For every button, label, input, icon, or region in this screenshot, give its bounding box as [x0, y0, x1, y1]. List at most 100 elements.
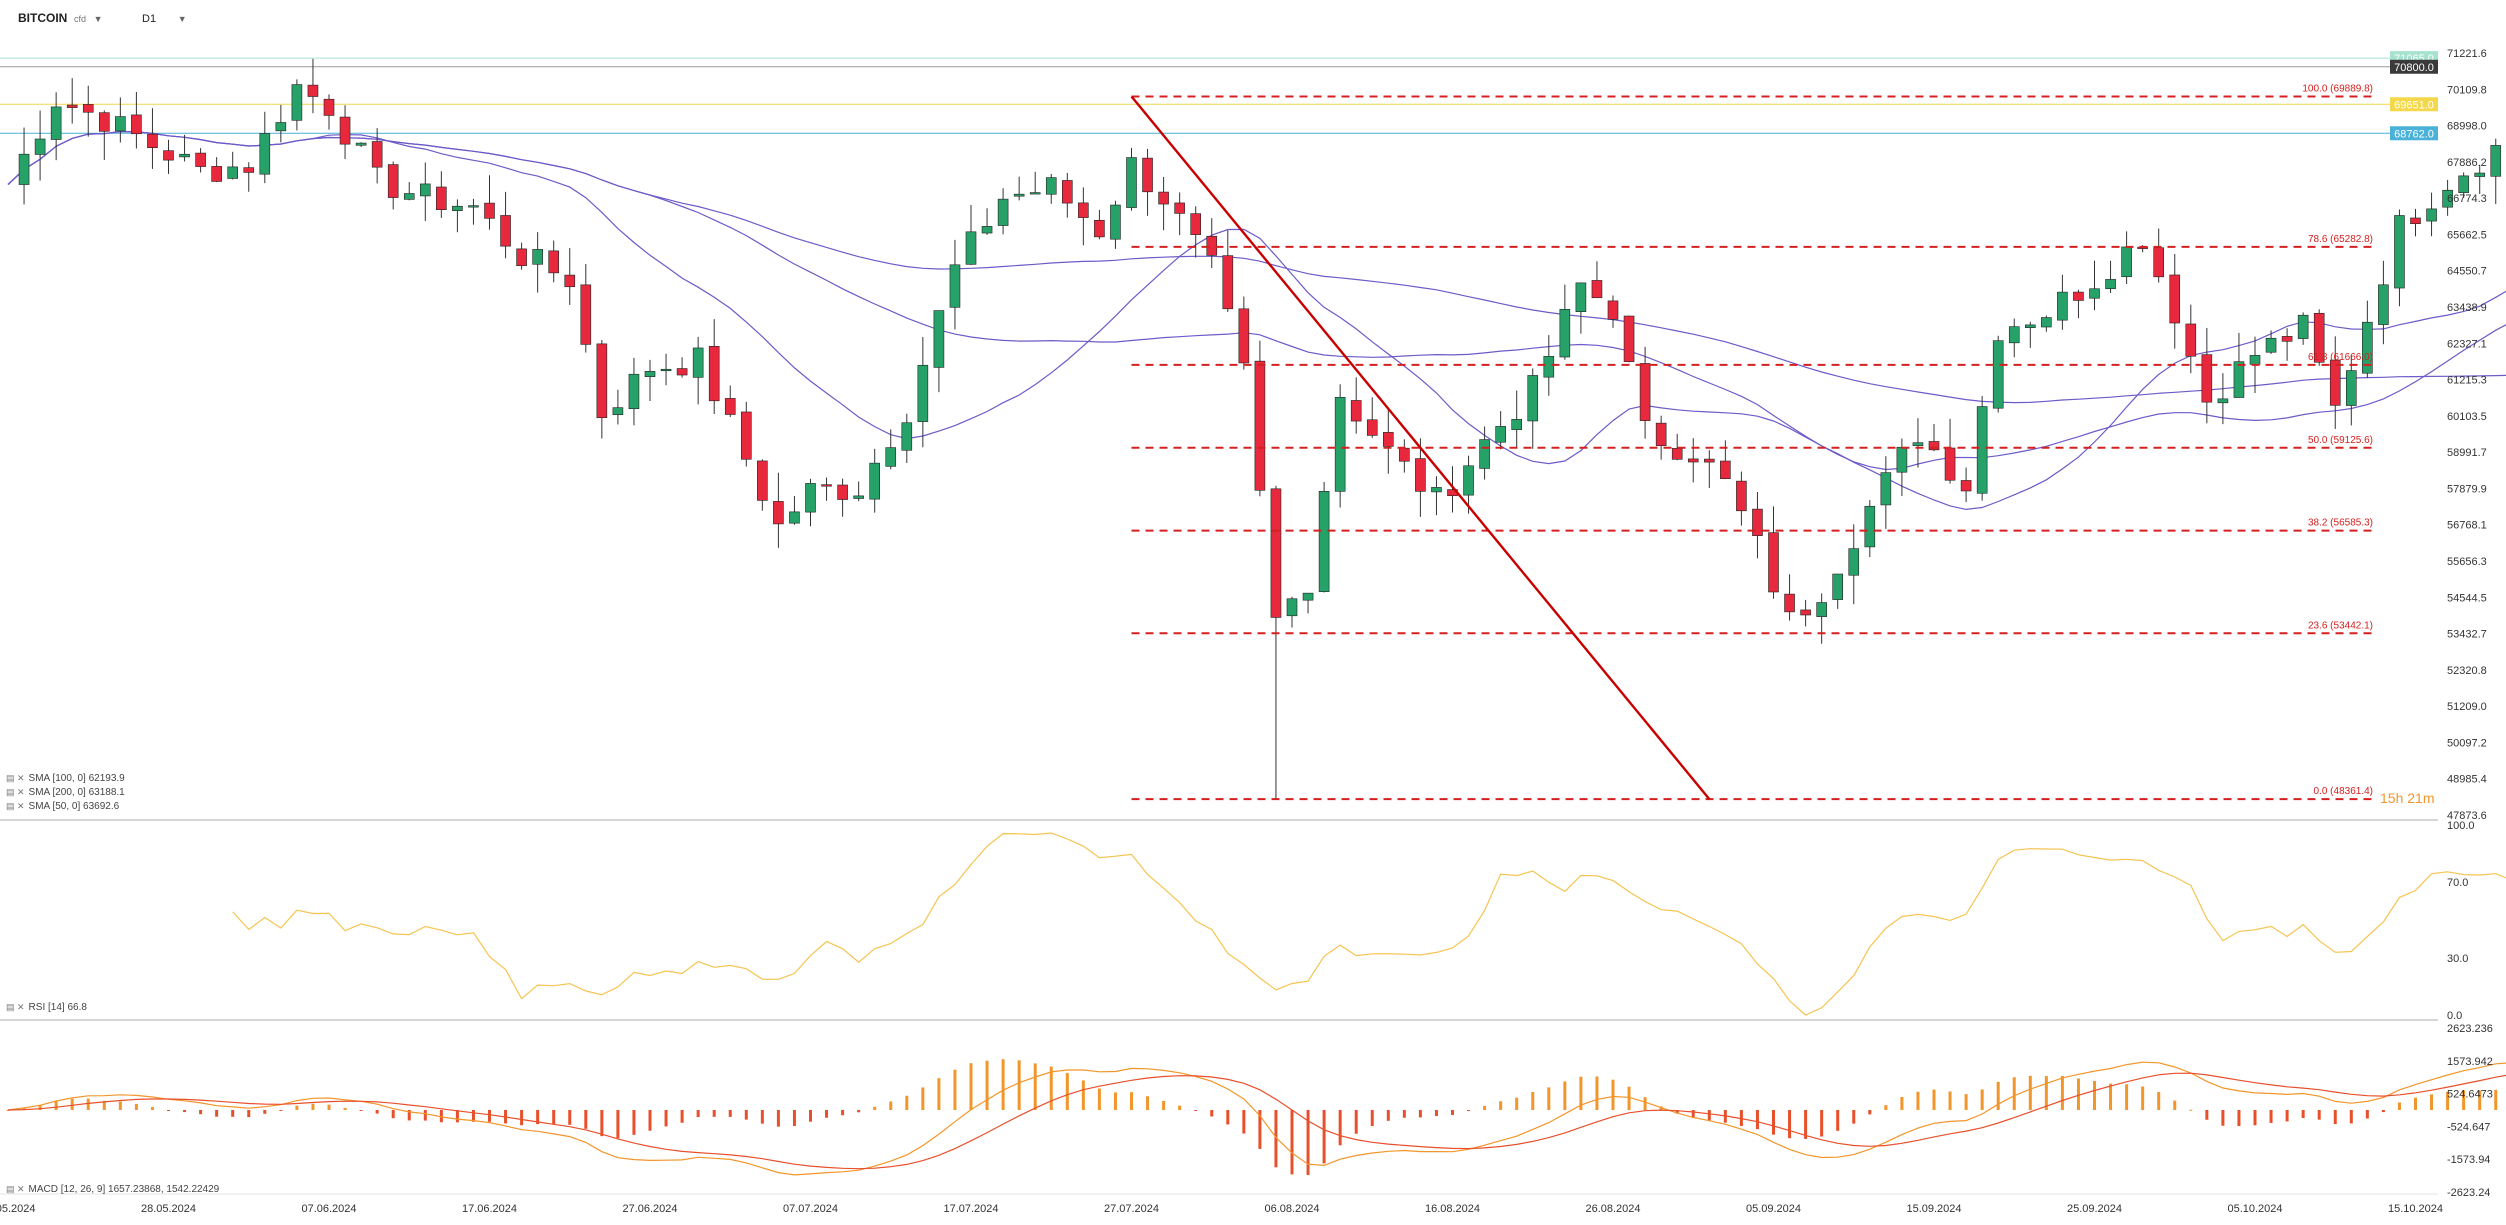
bearish-candle[interactable] — [1158, 176, 1169, 231]
bullish-candle[interactable] — [660, 353, 672, 386]
bullish-candle[interactable] — [403, 182, 415, 201]
bullish-candle[interactable] — [2089, 260, 2100, 311]
bullish-candle[interactable] — [1110, 200, 1121, 249]
bullish-candle[interactable] — [179, 134, 190, 162]
candlesticks[interactable] — [18, 53, 2506, 800]
bearish-candle[interactable] — [1607, 295, 1619, 328]
timeframe-selector[interactable]: D1 ▼ — [142, 10, 187, 25]
bearish-candle[interactable] — [757, 459, 768, 511]
bearish-candle[interactable] — [2153, 228, 2164, 283]
bullish-candle[interactable] — [2394, 209, 2405, 307]
bullish-candle[interactable] — [1045, 173, 1057, 204]
bullish-candle[interactable] — [2105, 260, 2116, 294]
bullish-candle[interactable] — [1318, 481, 1330, 593]
bullish-candle[interactable] — [1013, 176, 1025, 201]
bearish-candle[interactable] — [1415, 438, 1426, 517]
bearish-candle[interactable] — [1591, 261, 1603, 299]
bullish-candle[interactable] — [949, 239, 961, 330]
bullish-candle[interactable] — [1334, 384, 1346, 508]
time-axis[interactable]: 18.05.2024 28.05.2024 07.06.2024 17.06.2024… — [0, 1203, 2506, 1215]
bearish-candle[interactable] — [676, 357, 688, 378]
bearish-candle[interactable] — [2073, 289, 2084, 319]
bearish-candle[interactable] — [1944, 418, 1956, 484]
bullish-candle[interactable] — [1302, 592, 1314, 614]
bullish-candle[interactable] — [1543, 335, 1555, 396]
bearish-candle[interactable] — [82, 85, 94, 137]
bearish-candle[interactable] — [548, 240, 560, 283]
bullish-candle[interactable] — [2297, 312, 2309, 345]
bearish-candle[interactable] — [1062, 172, 1073, 218]
bearish-candle[interactable] — [1928, 424, 1940, 452]
bearish-candle[interactable] — [1960, 467, 1972, 503]
symbol-selector[interactable]: BITCOIN cfd ▼ — [18, 10, 103, 25]
bullish-candle[interactable] — [2121, 231, 2132, 285]
bullish-candle[interactable] — [1816, 593, 1827, 644]
bullish-candle[interactable] — [1029, 171, 1041, 195]
bullish-candle[interactable] — [275, 104, 287, 143]
bullish-candle[interactable] — [965, 204, 977, 265]
bullish-candle[interactable] — [468, 198, 479, 225]
bearish-candle[interactable] — [2313, 309, 2325, 366]
bullish-candle[interactable] — [2057, 274, 2068, 330]
bearish-candle[interactable] — [99, 110, 110, 160]
bullish-candle[interactable] — [1976, 395, 1988, 501]
price-axis[interactable]: 71221.6 70109.8 68998.0 67886.2 66774.3 65662… — [2447, 48, 2487, 822]
bearish-candle[interactable] — [1623, 315, 1635, 363]
bullish-candle[interactable] — [2346, 354, 2357, 426]
bearish-candle[interactable] — [243, 162, 255, 192]
bearish-candle[interactable] — [1142, 148, 1153, 216]
legend-rsi[interactable]: ▤ ✕ RSI [14] 66.8 — [6, 1002, 87, 1013]
bearish-candle[interactable] — [1254, 340, 1266, 497]
bearish-candle[interactable] — [2281, 328, 2293, 361]
bearish-candle[interactable] — [2185, 304, 2197, 374]
bullish-candle[interactable] — [789, 496, 800, 525]
bullish-candle[interactable] — [2265, 330, 2277, 354]
bearish-candle[interactable] — [2201, 327, 2213, 424]
bearish-candle[interactable] — [2329, 336, 2341, 429]
bearish-candle[interactable] — [773, 472, 784, 548]
fibonacci-retracement[interactable]: 100.0 (69889.8) 78.6 (65282.8) 61.8 (61666… — [1131, 83, 2374, 801]
bullish-candle[interactable] — [452, 199, 463, 233]
bearish-candle[interactable] — [1222, 230, 1234, 312]
bearish-candle[interactable] — [821, 477, 832, 501]
bearish-candle[interactable] — [1752, 491, 1763, 559]
bearish-candle[interactable] — [1639, 346, 1651, 439]
bearish-candle[interactable] — [1174, 192, 1185, 236]
bullish-candle[interactable] — [259, 111, 271, 184]
bearish-candle[interactable] — [1350, 377, 1362, 434]
bullish-candle[interactable] — [1575, 282, 1587, 334]
bullish-candle[interactable] — [1912, 418, 1924, 468]
bearish-candle[interactable] — [2410, 208, 2421, 237]
bullish-candle[interactable] — [419, 162, 431, 221]
bullish-candle[interactable] — [18, 127, 30, 205]
legend-sma200[interactable]: ▤ ✕ SMA [200, 0] 63188.1 — [6, 787, 125, 798]
bullish-candle[interactable] — [628, 357, 640, 426]
trendline[interactable]: 15h 21m — [1130, 95, 2435, 806]
bullish-candle[interactable] — [869, 448, 881, 513]
settings-icon[interactable]: ▤ ✕ — [6, 1184, 25, 1194]
bullish-candle[interactable] — [2025, 321, 2036, 348]
bearish-candle[interactable] — [1704, 450, 1715, 489]
bullish-candle[interactable] — [1511, 390, 1522, 448]
bullish-candle[interactable] — [2490, 138, 2502, 205]
bullish-candle[interactable] — [1864, 500, 1876, 558]
bullish-candle[interactable] — [933, 310, 945, 393]
bearish-candle[interactable] — [2169, 254, 2181, 349]
trend-line[interactable] — [1130, 95, 1711, 800]
bearish-candle[interactable] — [596, 339, 608, 439]
bearish-candle[interactable] — [1383, 408, 1394, 474]
bullish-candle[interactable] — [1495, 411, 1506, 450]
bullish-candle[interactable] — [1286, 596, 1298, 628]
bullish-candle[interactable] — [692, 336, 704, 405]
bearish-candle[interactable] — [163, 139, 174, 174]
settings-icon[interactable]: ▤ ✕ — [6, 787, 25, 797]
bearish-candle[interactable] — [1190, 206, 1201, 258]
bullish-candle[interactable] — [1463, 455, 1474, 514]
bearish-candle[interactable] — [1736, 471, 1747, 526]
bearish-candle[interactable] — [371, 128, 383, 184]
bullish-candle[interactable] — [2442, 179, 2453, 216]
bearish-candle[interactable] — [1206, 218, 1218, 269]
bearish-candle[interactable] — [211, 157, 222, 183]
bearish-candle[interactable] — [1094, 209, 1105, 240]
bullish-candle[interactable] — [2008, 318, 2020, 358]
